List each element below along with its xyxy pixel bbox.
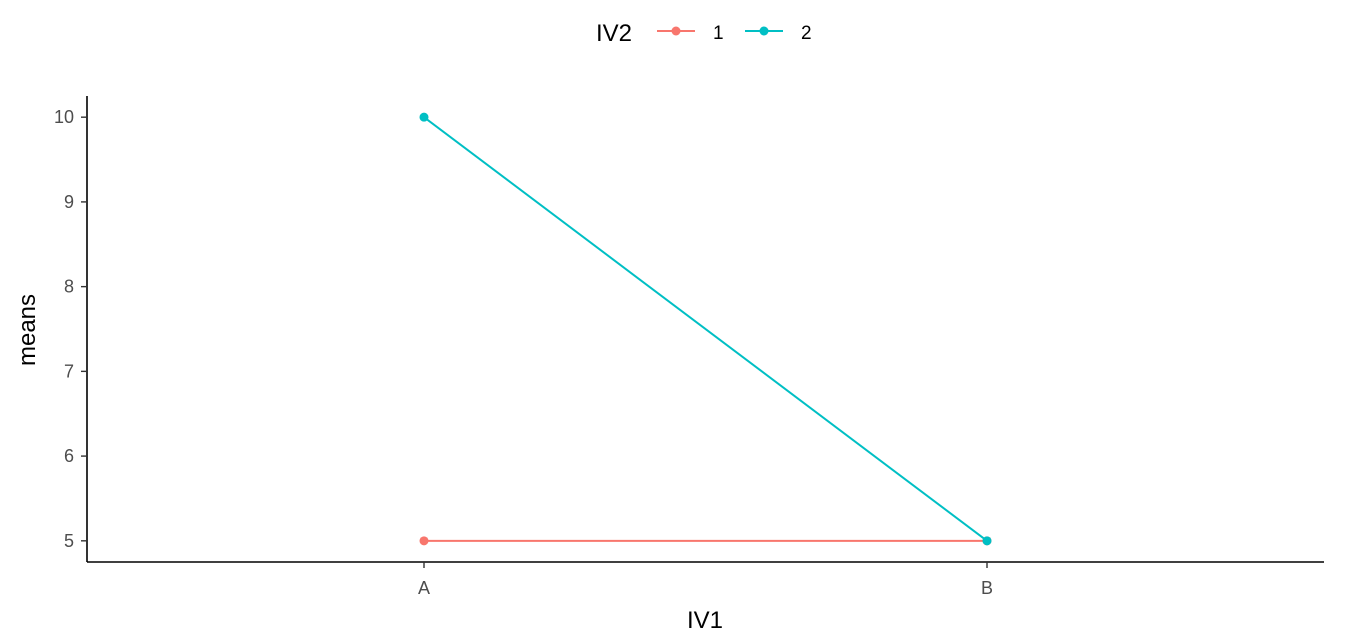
series-layer xyxy=(419,112,992,546)
legend: IV2 1 2 xyxy=(596,20,812,47)
legend-label-2: 2 xyxy=(801,23,812,44)
x-tick-label: B xyxy=(981,578,993,598)
series-line-2 xyxy=(423,116,988,542)
x-axis-title: IV1 xyxy=(687,607,723,634)
legend-key-point-1 xyxy=(671,26,681,36)
legend-key-point-2 xyxy=(759,26,769,36)
data-point-series-2 xyxy=(419,112,429,122)
legend-label-1: 1 xyxy=(713,23,724,44)
legend-entry-1: 1 xyxy=(657,23,724,44)
data-point-series-2 xyxy=(982,536,992,546)
y-tick-label: 6 xyxy=(64,446,74,466)
y-axis-ticks: 5 6 7 8 9 10 xyxy=(54,107,87,551)
y-tick-label: 8 xyxy=(64,277,74,297)
legend-title: IV2 xyxy=(596,20,632,47)
y-tick-label: 5 xyxy=(64,531,74,551)
legend-entry-2: 2 xyxy=(745,23,812,44)
x-tick-label: A xyxy=(418,578,430,598)
y-axis-title: means xyxy=(14,294,41,366)
data-point-series-1 xyxy=(419,536,429,546)
y-tick-label: 10 xyxy=(54,107,74,127)
y-tick-label: 9 xyxy=(64,192,74,212)
y-tick-label: 7 xyxy=(64,361,74,381)
